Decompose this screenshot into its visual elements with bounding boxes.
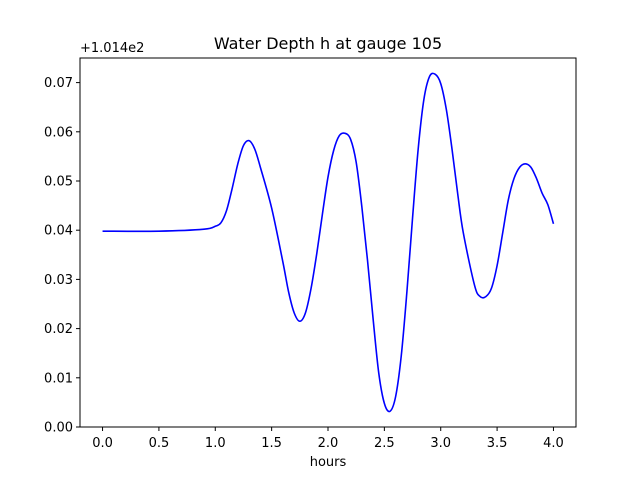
series-line xyxy=(102,72,555,413)
x-tick-label: 1.5 xyxy=(261,436,282,451)
x-tick-label: 0.0 xyxy=(92,436,113,451)
y-axis: 0.00 0.01 0.02 0.03 0.04 0.05 0.06 0.07 xyxy=(44,76,80,436)
y-tick-label: 0.05 xyxy=(44,175,73,190)
y-tick-label: 0.03 xyxy=(44,273,73,288)
x-axis: 0.0 0.5 1.0 1.5 2.0 2.5 3.0 3.5 4.0 xyxy=(92,427,564,451)
chart-title: Water Depth h at gauge 105 xyxy=(214,34,442,53)
y-tick-label: 0.04 xyxy=(44,224,73,239)
x-tick-label: 4.0 xyxy=(543,436,564,451)
y-tick-label: 0.00 xyxy=(44,421,73,436)
x-tick-label: 3.0 xyxy=(430,436,451,451)
y-tick-label: 0.01 xyxy=(44,371,73,386)
x-tick-label: 3.5 xyxy=(487,436,508,451)
y-tick-label: 0.02 xyxy=(44,322,73,337)
y-offset-label: +1.014e2 xyxy=(80,41,144,56)
x-tick-label: 2.5 xyxy=(374,436,395,451)
x-tick-label: 2.0 xyxy=(318,436,339,451)
y-tick-label: 0.07 xyxy=(44,76,73,91)
x-tick-label: 0.5 xyxy=(149,436,170,451)
y-tick-label: 0.06 xyxy=(44,125,73,140)
x-tick-label: 1.0 xyxy=(205,436,226,451)
x-axis-label: hours xyxy=(310,455,347,470)
